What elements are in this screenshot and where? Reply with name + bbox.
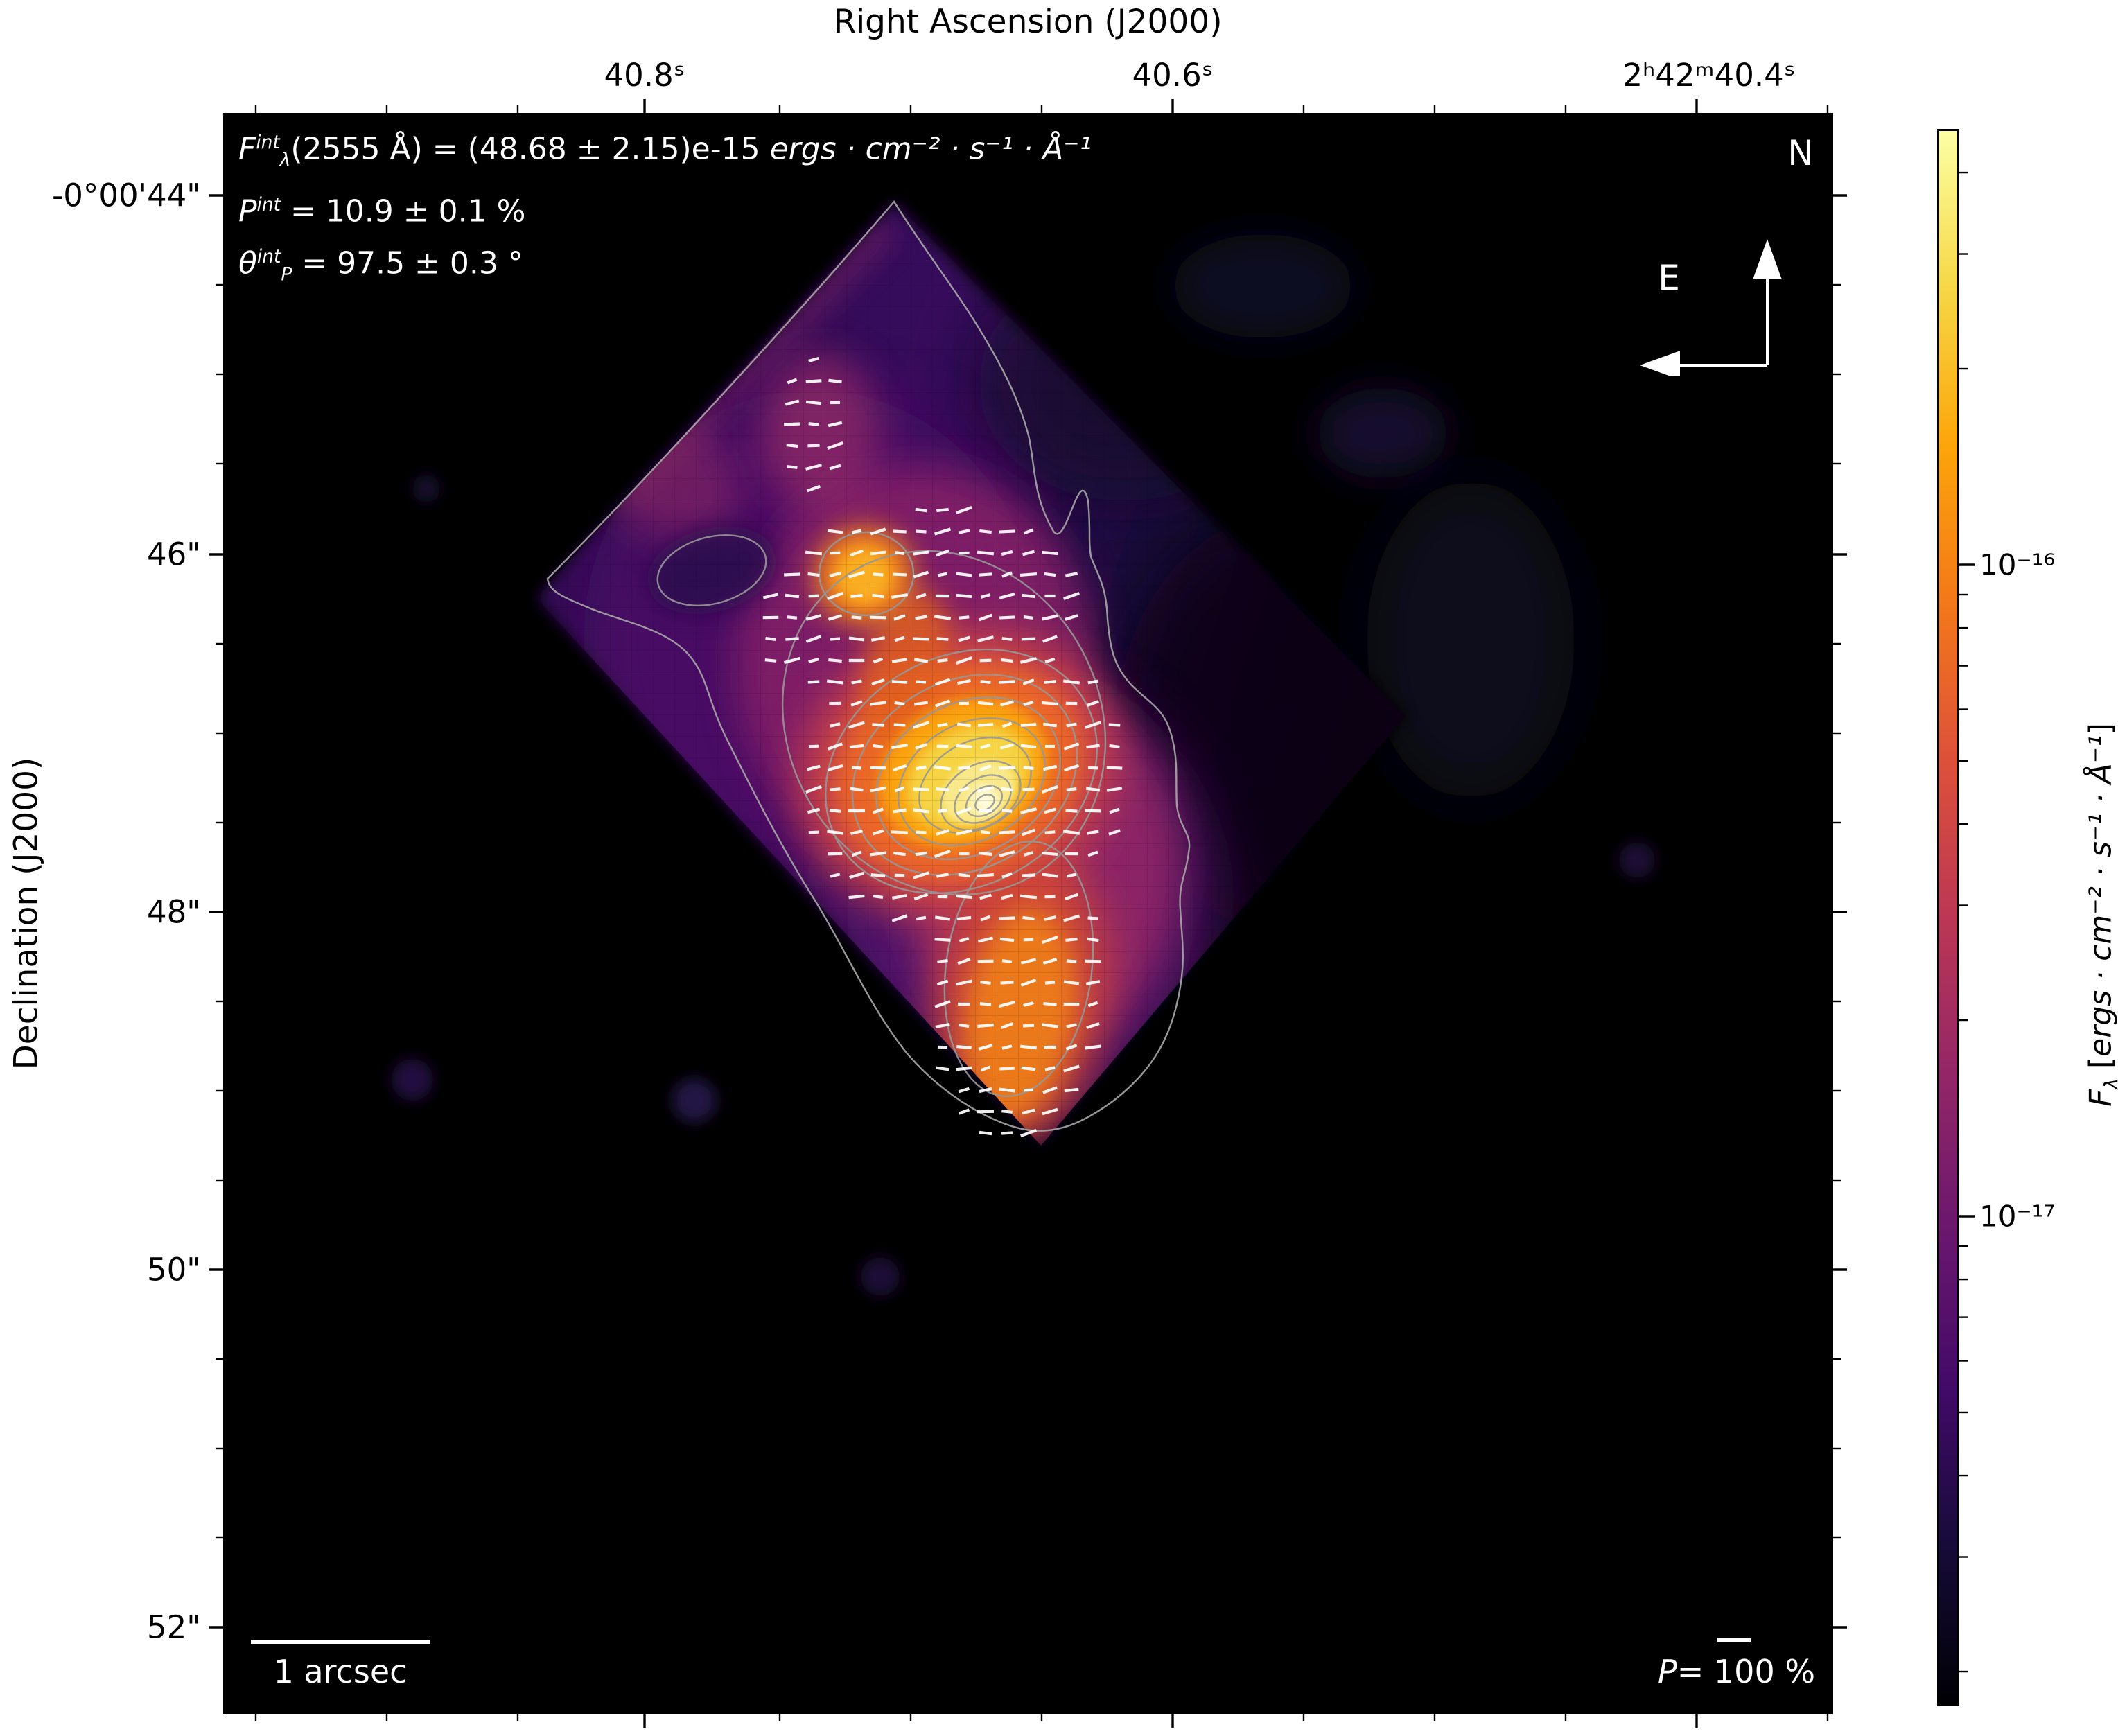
compass-north-label: N <box>1787 133 1814 173</box>
north-arrowhead <box>1753 239 1782 279</box>
compass-arrows <box>1640 239 1782 376</box>
polarization-legend-bar <box>1717 1638 1751 1642</box>
dec-tick-label: 46" <box>147 536 201 573</box>
dec-axis-title: Declination (J2000) <box>7 757 46 1070</box>
ra-axis-title: Right Ascension (J2000) <box>833 3 1223 41</box>
dec-tick-label: 48" <box>147 893 201 931</box>
angle-annotation-line: θintP = 97.5 ± 0.3 ° <box>238 245 523 286</box>
ra-tick-label: 40.8ˢ <box>604 57 685 94</box>
colorbar-tick-label: 10⁻¹⁷ <box>1979 1199 2056 1234</box>
dec-tick-label: 52" <box>147 1608 201 1646</box>
integrated-measurements-annotation: Fintλ(2555 Å) = (48.68 ± 2.15)e-15 ergs … <box>238 120 1092 297</box>
faint-background-sources <box>392 234 1655 1296</box>
sky-map-panel: Fintλ(2555 Å) = (48.68 ± 2.15)e-15 ergs … <box>223 113 1833 1714</box>
dec-tick-label: -0°00'44" <box>52 177 201 214</box>
scalebar-line <box>251 1640 430 1644</box>
flux-map-image <box>223 113 1833 1714</box>
pol-annotation-line: Pint = 10.9 ± 0.1 % <box>238 194 526 230</box>
colorbar <box>1937 129 1959 1706</box>
east-arrowhead <box>1640 351 1680 376</box>
dec-tick-label: 50" <box>147 1251 201 1288</box>
compass-east-label: E <box>1658 258 1680 298</box>
polarization-legend-label: P= 100 % <box>1658 1653 1816 1690</box>
colorbar-tick-label: 10⁻¹⁶ <box>1979 547 2056 582</box>
scalebar-label: 1 arcsec <box>273 1653 408 1690</box>
ra-tick-label: 2ʰ42ᵐ40.4ˢ <box>1622 57 1796 94</box>
polarization-vectors <box>762 356 1123 1138</box>
flux-annotation-line: Fintλ(2555 Å) = (48.68 ± 2.15)e-15 ergs … <box>238 131 1092 171</box>
ra-tick-label: 40.6ˢ <box>1132 57 1214 94</box>
colorbar-axis-label: Fλ [ergs · cm⁻² · s⁻¹ · Å⁻¹] <box>2083 723 2123 1107</box>
